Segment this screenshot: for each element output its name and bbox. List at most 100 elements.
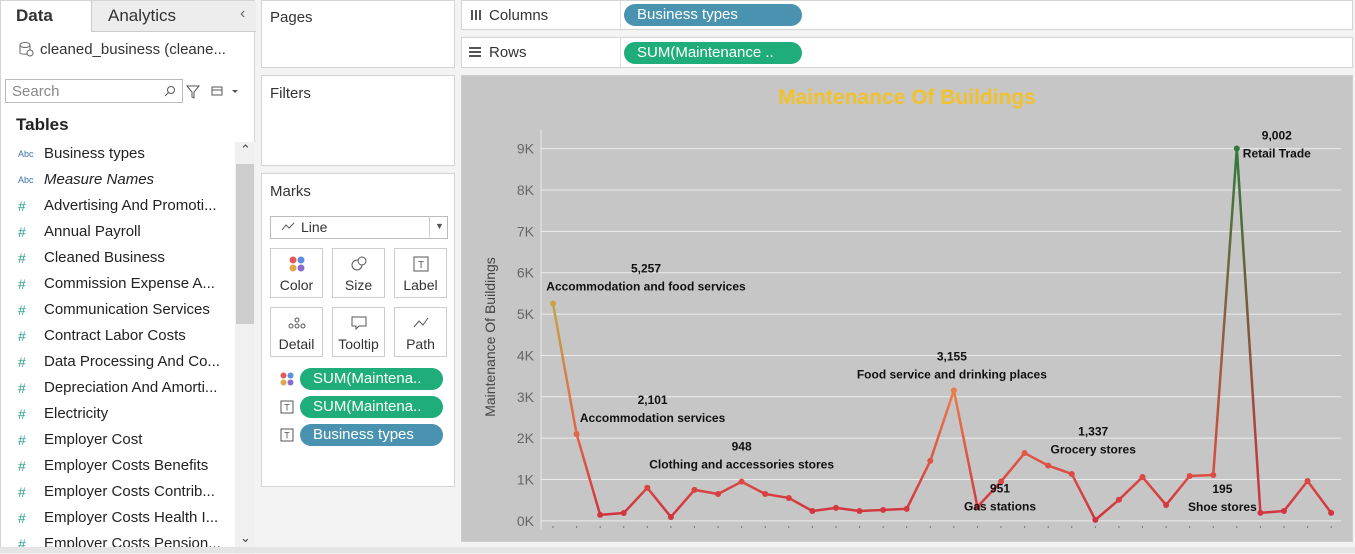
marks-pill[interactable]: SUM(Maintena.. bbox=[300, 368, 443, 390]
marks-button[interactable]: Color bbox=[270, 248, 323, 298]
marks-button[interactable]: T Label bbox=[394, 248, 447, 298]
field-row[interactable]: # Cleaned Business bbox=[1, 246, 235, 270]
field-row[interactable]: # Employer Cost bbox=[1, 428, 235, 452]
mark-type: Line bbox=[301, 219, 328, 235]
scroll-thumb[interactable] bbox=[236, 164, 254, 324]
field-type-icon: # bbox=[18, 458, 26, 474]
field-name: Depreciation And Amorti... bbox=[44, 379, 218, 396]
rows-shelf[interactable]: Rows SUM(Maintenance .. bbox=[461, 37, 1353, 69]
field-row[interactable]: # Employer Costs Benefits bbox=[1, 454, 235, 478]
line-segment bbox=[1141, 476, 1168, 506]
field-row[interactable]: Abc Business types bbox=[1, 142, 235, 166]
button-icon bbox=[413, 317, 429, 328]
mark-type-dropdown[interactable]: Line ▼ bbox=[270, 216, 448, 239]
columns-icon bbox=[471, 10, 481, 20]
svg-text:T: T bbox=[418, 260, 424, 271]
line-icon bbox=[281, 222, 295, 231]
data-label: 948 bbox=[732, 440, 752, 454]
data-point bbox=[1304, 477, 1311, 484]
marks-pill[interactable]: SUM(Maintena.. bbox=[300, 396, 443, 418]
line-segment bbox=[765, 492, 790, 500]
field-name: Cleaned Business bbox=[44, 249, 165, 266]
dropdown-arrow[interactable]: ▼ bbox=[429, 216, 449, 237]
data-label: 2,101 bbox=[638, 393, 668, 407]
scroll-up[interactable]: ⌃ bbox=[240, 142, 251, 157]
field-name: Business types bbox=[44, 145, 145, 162]
field-row[interactable]: # Advertising And Promoti... bbox=[1, 194, 235, 218]
marks-title: Marks bbox=[270, 183, 311, 200]
data-tab[interactable]: Data bbox=[1, 1, 91, 31]
line-segment bbox=[1070, 473, 1097, 521]
data-point bbox=[715, 491, 722, 498]
data-point bbox=[667, 513, 674, 520]
line-segment bbox=[1118, 476, 1144, 501]
field-row[interactable]: # Commission Expense A... bbox=[1, 272, 235, 296]
line-segment bbox=[575, 433, 602, 516]
button-label: Size bbox=[344, 277, 373, 293]
data-point bbox=[832, 504, 839, 511]
scrollbar[interactable]: ⌃ ⌄ bbox=[235, 142, 255, 554]
category-label: Shoe stores bbox=[1188, 500, 1257, 514]
field-row[interactable]: # Depreciation And Amorti... bbox=[1, 376, 235, 400]
data-label: 5,257 bbox=[631, 261, 661, 275]
search-box[interactable]: Search bbox=[5, 79, 183, 103]
line-segment bbox=[600, 511, 624, 517]
marks-button[interactable]: Detail bbox=[270, 307, 323, 357]
pages-shelf[interactable]: Pages bbox=[261, 0, 455, 68]
category-label: Grocery stores bbox=[1050, 443, 1136, 457]
field-row[interactable]: Abc Measure Names bbox=[1, 168, 235, 192]
y-tick-label: 1K bbox=[517, 472, 535, 488]
data-label: 9,002 bbox=[1262, 129, 1292, 143]
field-type-icon: # bbox=[18, 354, 26, 370]
filters-shelf[interactable]: Filters bbox=[261, 75, 455, 166]
field-type-icon: # bbox=[18, 510, 26, 526]
column-pill[interactable]: Business types bbox=[624, 4, 802, 26]
data-point bbox=[1021, 450, 1028, 457]
row-pill[interactable]: SUM(Maintenance .. bbox=[624, 42, 802, 64]
data-point bbox=[903, 505, 910, 512]
analytics-tab[interactable]: Analytics ‹ bbox=[91, 1, 256, 32]
data-point bbox=[998, 478, 1005, 485]
data-point bbox=[738, 478, 745, 485]
data-point bbox=[644, 484, 651, 491]
category-label: Food service and drinking places bbox=[857, 367, 1047, 381]
line-segment bbox=[835, 506, 860, 513]
line-segment bbox=[788, 496, 813, 513]
y-tick-label: 7K bbox=[517, 223, 535, 239]
marks-button[interactable]: Path bbox=[394, 307, 447, 357]
field-name: Employer Costs Contrib... bbox=[44, 483, 215, 500]
field-type-icon: # bbox=[18, 484, 26, 500]
line-segment bbox=[622, 486, 649, 514]
datasource-name[interactable]: cleaned_business (cleane... bbox=[40, 41, 226, 58]
toolbar-icons[interactable] bbox=[186, 84, 242, 100]
data-point bbox=[1233, 145, 1240, 152]
field-row[interactable]: # Employer Costs Contrib... bbox=[1, 480, 235, 504]
scroll-down[interactable]: ⌄ bbox=[240, 530, 251, 545]
line-segment bbox=[859, 508, 884, 513]
collapse-icon[interactable]: ‹ bbox=[240, 5, 246, 22]
field-row[interactable]: # Contract Labor Costs bbox=[1, 324, 235, 348]
field-row[interactable]: # Data Processing And Co... bbox=[1, 350, 235, 374]
data-point bbox=[1139, 474, 1146, 481]
marks-pill[interactable]: Business types bbox=[300, 424, 443, 446]
marks-button[interactable]: Size bbox=[332, 248, 385, 298]
data-point bbox=[950, 387, 957, 394]
field-row[interactable]: # Employer Costs Health I... bbox=[1, 506, 235, 530]
columns-shelf[interactable]: Columns Business types bbox=[461, 0, 1353, 31]
data-point bbox=[974, 503, 981, 510]
field-row[interactable]: # Communication Services bbox=[1, 298, 235, 322]
button-icon bbox=[351, 256, 367, 271]
category-label: Clothing and accessories stores bbox=[649, 458, 834, 472]
field-type-icon: # bbox=[18, 276, 26, 292]
field-row[interactable]: # Electricity bbox=[1, 402, 235, 426]
field-name: Measure Names bbox=[44, 171, 155, 188]
marks-button[interactable]: Tooltip bbox=[332, 307, 385, 357]
button-icon: T bbox=[413, 256, 429, 272]
line-segment bbox=[694, 488, 719, 496]
data-point bbox=[1163, 501, 1170, 508]
field-type-icon: Abc bbox=[18, 175, 34, 185]
line-segment bbox=[883, 507, 907, 512]
data-point bbox=[856, 507, 863, 514]
field-row[interactable]: # Annual Payroll bbox=[1, 220, 235, 244]
